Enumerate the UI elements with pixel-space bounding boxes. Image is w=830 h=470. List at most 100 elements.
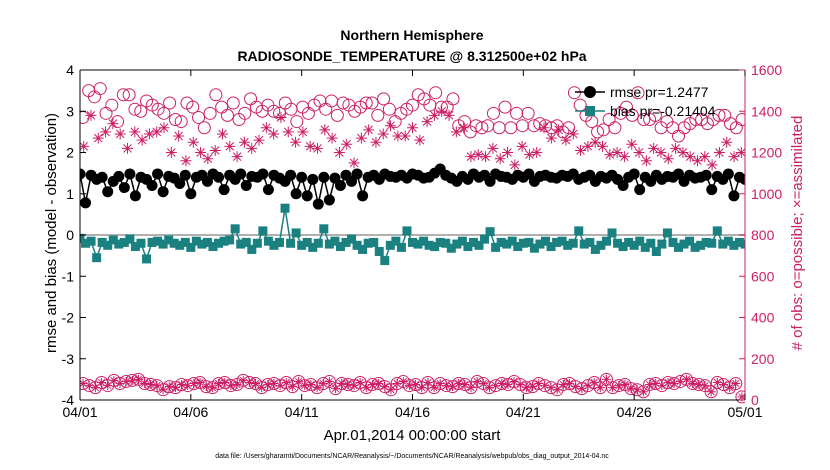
obs-assimilated-point xyxy=(173,130,185,142)
obs-assimilated-point xyxy=(677,147,689,158)
obs-assimilated-low-point xyxy=(281,377,291,387)
y2-tick-label: 400 xyxy=(751,310,775,326)
y-tick-label: -4 xyxy=(62,392,75,408)
obs-assimilated-point xyxy=(385,120,397,132)
bias-point xyxy=(241,237,251,247)
obs-possible-point xyxy=(591,125,605,139)
rmse-point xyxy=(213,171,225,183)
bias-point xyxy=(696,240,706,250)
series-obs_possible_low xyxy=(80,372,745,404)
rmse-point xyxy=(235,168,247,180)
bias-point xyxy=(491,242,501,252)
obs-assimilated-low-point xyxy=(601,374,611,384)
rmse-point xyxy=(129,190,141,202)
obs-assimilated-low-point xyxy=(429,383,439,393)
bias-point xyxy=(441,238,451,248)
obs-possible-point xyxy=(486,106,500,120)
obs-assimilated-point xyxy=(80,140,90,152)
obs-assimilated-low-point xyxy=(306,380,316,390)
rmse-point xyxy=(700,169,712,181)
obs-assimilated-point xyxy=(670,142,682,154)
obs-assimilated-point xyxy=(531,147,543,158)
obs-possible-point xyxy=(377,92,391,106)
obs-possible-point xyxy=(226,96,240,110)
data-file-note: data file: /Users/gharamti/Documents/NCA… xyxy=(215,453,609,460)
obs-assimilated-point xyxy=(143,128,155,140)
bias-point xyxy=(557,236,567,246)
bias-point xyxy=(97,237,107,247)
bias-point xyxy=(624,237,634,247)
obs-assimilated-point xyxy=(92,132,104,144)
rmse-point xyxy=(179,169,191,181)
obs-assimilated-point xyxy=(626,138,638,150)
y2-axis-label: # of obs: o=possible; ×=assimilated xyxy=(789,116,806,351)
obs-assimilated-low-point xyxy=(380,382,390,392)
x-tick-label: 04/01 xyxy=(62,404,97,420)
bias-point xyxy=(319,224,329,234)
obs-possible-point xyxy=(712,108,726,122)
bias-point xyxy=(147,237,157,247)
bias-point xyxy=(629,240,639,250)
bias-point xyxy=(646,238,656,248)
obs-assimilated-point xyxy=(692,155,703,167)
obs-assimilated-low-point xyxy=(398,376,408,386)
rmse-point xyxy=(80,168,86,180)
bias-point xyxy=(635,236,645,246)
bias-point xyxy=(601,236,611,246)
obs-possible-point xyxy=(163,96,177,110)
bias-point xyxy=(651,247,661,256)
bias-point xyxy=(513,242,523,252)
obs-possible-point xyxy=(631,86,645,100)
obs-assimilated-low-point xyxy=(718,380,728,390)
bias-point xyxy=(363,238,373,248)
obs-assimilated-low-point xyxy=(287,382,297,392)
obs-assimilated-point xyxy=(165,147,177,158)
obs-possible-point xyxy=(197,121,211,135)
rmse-point xyxy=(185,188,197,200)
rmse-point xyxy=(722,168,734,180)
obs-assimilated-point xyxy=(107,118,119,130)
obs-assimilated-point xyxy=(370,136,382,148)
obs-assimilated-low-point xyxy=(700,381,710,391)
obs-possible-point xyxy=(637,113,651,126)
obs-possible-low-point xyxy=(729,377,743,390)
bias-point xyxy=(396,242,406,252)
bias-point xyxy=(236,239,246,249)
series-obs_assimilated xyxy=(80,105,745,171)
obs-possible-point xyxy=(382,102,396,116)
obs-possible-point xyxy=(336,96,350,110)
obs-assimilated-point xyxy=(640,155,652,167)
obs-assimilated-point xyxy=(443,109,455,121)
bias-point xyxy=(164,235,174,245)
obs-assimilated-low-point xyxy=(731,379,741,388)
bias-point xyxy=(81,238,91,248)
bias-point xyxy=(352,240,362,250)
obs-possible-point xyxy=(111,115,125,129)
bias-point xyxy=(324,239,334,249)
rmse-point xyxy=(312,198,324,210)
rmse-point xyxy=(307,173,319,185)
bias-point xyxy=(186,242,196,252)
obs-assimilated-point xyxy=(348,157,360,169)
obs-assimilated-point xyxy=(684,151,696,163)
rmse-point xyxy=(80,197,92,209)
obs-assimilated-point xyxy=(268,128,280,140)
rmse-point xyxy=(240,180,252,191)
y2-tick-label: 1000 xyxy=(751,186,782,202)
bias-point xyxy=(402,226,412,236)
obs-assimilated-low-point xyxy=(361,383,371,393)
obs-assimilated-point xyxy=(662,153,674,165)
bias-point xyxy=(169,238,179,248)
legend-bias-marker xyxy=(585,106,595,116)
bias-point xyxy=(391,236,401,246)
obs-assimilated-point xyxy=(209,144,221,156)
obs-assimilated-low-point xyxy=(682,374,692,384)
obs-assimilated-point xyxy=(494,153,506,165)
y-tick-label: 2 xyxy=(66,145,74,161)
bias-point xyxy=(740,239,745,249)
bias-point xyxy=(247,244,257,254)
bias-point xyxy=(291,228,301,238)
plot-clip-group xyxy=(80,82,745,404)
obs-possible-point xyxy=(105,98,119,112)
